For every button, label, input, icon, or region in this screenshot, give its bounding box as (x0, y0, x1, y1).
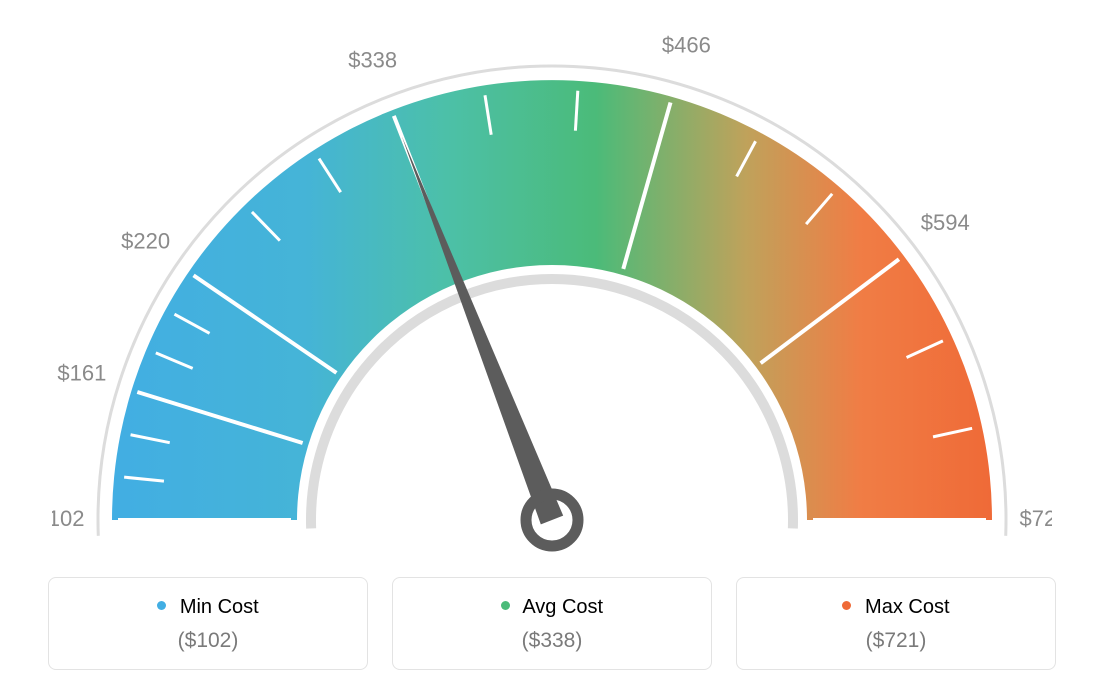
legend-title-max: Max Cost (737, 596, 1055, 619)
tick-label: $721 (1020, 506, 1052, 531)
tick-label: $161 (57, 361, 106, 386)
tick-label: $220 (121, 228, 170, 253)
gauge-svg: $102 $161 $220 $338 $466 $594 $721 (52, 20, 1052, 580)
legend-value-avg: ($338) (393, 629, 711, 653)
tick-label: $466 (662, 33, 711, 58)
legend-label-avg: Avg Cost (522, 596, 603, 618)
legend-value-max: ($721) (737, 629, 1055, 653)
legend-title-avg: Avg Cost (393, 596, 711, 619)
legend-card-max: Max Cost ($721) (736, 577, 1056, 670)
gauge-area: $102 $161 $220 $338 $466 $594 $721 (52, 20, 1052, 580)
dot-avg (501, 601, 510, 610)
cost-gauge-chart: $102 $161 $220 $338 $466 $594 $721 Min Cost ($… (0, 0, 1104, 690)
tick-label: $594 (921, 210, 970, 235)
legend-title-min: Min Cost (49, 596, 367, 619)
legend-value-min: ($102) (49, 629, 367, 653)
tick-label: $102 (52, 506, 84, 531)
legend-card-avg: Avg Cost ($338) (392, 577, 712, 670)
legend-label-max: Max Cost (865, 596, 949, 618)
dot-min (157, 601, 166, 610)
tick-label: $338 (348, 48, 397, 73)
legend-row: Min Cost ($102) Avg Cost ($338) Max Cost… (48, 577, 1056, 670)
dot-max (842, 601, 851, 610)
gauge-fill (112, 80, 992, 520)
legend-card-min: Min Cost ($102) (48, 577, 368, 670)
legend-label-min: Min Cost (180, 596, 259, 618)
